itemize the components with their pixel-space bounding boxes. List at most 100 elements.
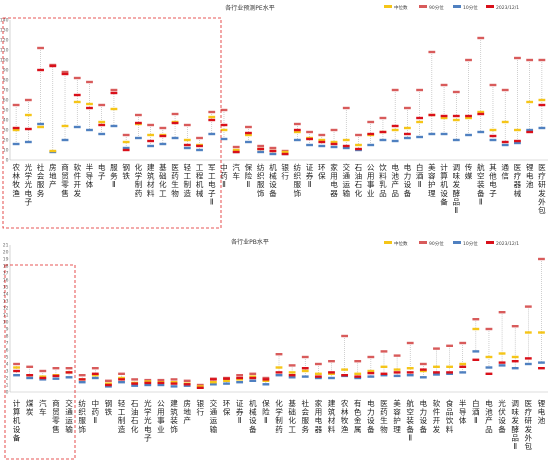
y-tick-label: 0 [6,390,9,396]
category-label: 家用电器 [315,398,323,434]
current-marker [118,378,125,381]
p10-marker [293,138,301,142]
current-marker [232,150,240,154]
category-label: 其他电子 [489,163,497,198]
current-marker [489,134,497,138]
median-marker [433,365,440,368]
p10-marker [12,142,20,146]
p90-marker [236,374,244,377]
category-label: 化学制药 [135,162,143,198]
median-marker [262,379,270,382]
median-marker [61,124,69,128]
p10-marker [26,376,34,380]
legend-p10-swatch [453,241,461,244]
median-marker [122,140,130,144]
p10-marker [61,138,69,142]
p10-marker [275,374,283,377]
p90-marker [157,378,165,382]
legend-current-swatch [486,5,494,8]
p90-marker [501,88,509,92]
median-marker [288,371,296,374]
current-marker [275,371,283,374]
median-marker [452,118,460,122]
current-marker [459,365,467,368]
median-marker [183,138,191,142]
current-marker [293,128,301,132]
p10-marker [314,376,322,380]
y-tick-label: 17 [3,271,9,277]
p10-marker [440,132,448,136]
y-tick-label: 70 [3,88,9,94]
median-marker [538,98,546,102]
median-marker [293,130,301,134]
median-marker [12,128,20,132]
p90-marker [452,90,460,94]
p10-marker [171,136,179,140]
p10-marker [208,132,216,136]
category-label: 航空装备 Ⅱ [406,398,414,442]
current-marker [419,368,427,371]
current-marker [403,132,411,136]
category-label: 纺织服饰 [257,162,265,198]
p10-marker [380,374,388,377]
current-marker [472,358,480,361]
p10-marker [236,381,244,384]
current-marker [78,378,86,381]
p10-marker [419,376,427,379]
category-label: 光伏设备 [498,398,506,434]
p90-marker [13,362,20,366]
y-tick-label: 12 [3,306,9,312]
p10-marker [406,374,414,377]
median-marker [489,128,497,132]
category-label: 机械设备 [249,398,257,434]
p10-marker [118,381,125,384]
category-label: 建筑装饰 [170,398,178,434]
current-marker [314,375,322,378]
p90-marker [61,70,69,74]
p90-marker [171,112,179,116]
category-label: 轻工制造 [118,398,126,434]
highlight-box-bottom [4,264,76,460]
p90-marker [134,113,142,117]
current-marker [301,367,309,370]
p10-marker [485,366,493,369]
current-marker [209,378,217,381]
p90-marker [110,88,118,92]
median-marker [110,107,118,111]
median-marker [118,376,125,380]
current-marker [355,147,362,151]
current-marker [538,103,546,107]
current-marker [49,64,57,68]
median-marker [220,128,228,132]
current-marker [446,371,453,374]
p10-marker [183,146,191,150]
current-marker [208,118,216,122]
current-marker [91,372,99,375]
category-label: 银行 [196,398,204,417]
median-marker [196,385,204,388]
legend-p10-swatch [453,5,461,8]
p90-marker [498,311,506,314]
median-marker [485,355,493,359]
median-marker [170,381,178,384]
median-marker [86,102,93,106]
category-label: 房地产 [49,162,57,189]
category-label: 房地产 [183,398,191,425]
current-marker [171,121,179,125]
current-marker [379,130,387,134]
median-marker [208,115,216,119]
p10-marker [367,143,375,147]
p10-marker [526,128,534,132]
y-tick-label: 100 [0,58,9,64]
median-marker [403,126,411,130]
median-marker [524,331,532,334]
p90-marker [342,106,350,110]
current-marker [477,112,485,116]
current-marker [257,147,265,151]
current-marker [514,139,521,143]
legend-current-label: 2023/12/1 [496,5,519,11]
median-marker [91,374,99,377]
median-marker [144,380,152,383]
p10-marker [538,361,545,364]
p10-marker [110,124,118,128]
